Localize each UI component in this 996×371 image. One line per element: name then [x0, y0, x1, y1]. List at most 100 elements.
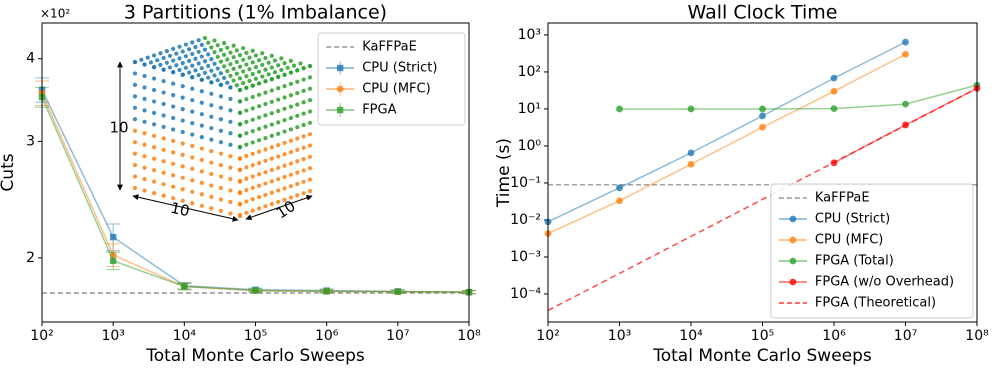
inset-point	[142, 85, 147, 90]
inset-point	[288, 104, 294, 109]
inset-point	[228, 165, 233, 170]
inset-point	[225, 68, 230, 74]
legend-label: FPGA (Total)	[815, 254, 894, 269]
data-point	[109, 257, 117, 264]
inset-point	[295, 90, 300, 96]
inset-point	[215, 66, 220, 71]
inset-point	[269, 156, 274, 161]
inset-point	[180, 129, 185, 135]
inset-point	[256, 58, 262, 63]
inset-point	[142, 108, 147, 113]
inset-point	[186, 47, 192, 52]
x-tick-label: 10²	[536, 328, 559, 344]
data-point	[830, 74, 838, 82]
inset-point	[218, 185, 224, 191]
inset-point	[177, 44, 182, 49]
inset-point	[180, 141, 185, 146]
inset-point	[250, 60, 255, 65]
inset-point	[282, 118, 287, 123]
inset-point	[177, 56, 182, 61]
inset-point	[244, 108, 249, 113]
inset-point	[244, 142, 249, 147]
inset-label: 10	[109, 119, 128, 137]
inset-point	[307, 97, 313, 103]
inset-point	[196, 61, 201, 66]
inset-point	[190, 75, 195, 80]
inset-point	[215, 54, 220, 60]
inset-point	[244, 187, 249, 193]
inset-point	[218, 117, 224, 122]
inset-point	[180, 95, 185, 100]
inset-point	[244, 119, 249, 125]
inset-point	[228, 73, 233, 78]
inset-point	[151, 87, 157, 93]
inset-point	[221, 64, 227, 69]
inset-point	[132, 71, 138, 76]
inset-point	[231, 78, 236, 83]
inset-point	[199, 66, 204, 71]
inset-point	[244, 176, 249, 181]
inset-point	[151, 156, 157, 161]
inset-point	[301, 179, 306, 184]
inset-point	[183, 54, 189, 59]
inset-point	[171, 115, 176, 121]
inset-point	[132, 128, 138, 133]
inset-point	[276, 154, 281, 159]
inset-point	[244, 131, 249, 136]
inset-point	[250, 140, 255, 145]
inset-point	[231, 43, 236, 48]
inset-point	[282, 140, 287, 146]
data-point	[616, 184, 623, 192]
inset-point	[171, 70, 176, 75]
inset-point	[288, 149, 294, 155]
legend-marker	[789, 236, 797, 244]
inset-point	[295, 170, 300, 175]
inset-point	[282, 72, 287, 77]
inset-point	[161, 67, 166, 72]
inset-point	[269, 179, 274, 184]
inset-point	[212, 50, 217, 55]
legend-marker	[789, 215, 797, 223]
inset-point	[161, 124, 166, 130]
y-tick-label: 10⁻¹	[510, 175, 541, 191]
inset-point	[301, 145, 306, 150]
inset-point	[291, 63, 297, 68]
inset-point	[171, 104, 176, 109]
x-tick-label: 10⁴	[173, 328, 197, 344]
inset-point	[250, 151, 255, 156]
y-axis-label: Time (s)	[494, 138, 514, 208]
inset-point	[218, 208, 224, 214]
inset-point	[256, 104, 262, 109]
data-point	[616, 197, 623, 205]
inset-point	[202, 35, 208, 41]
inset-point	[218, 105, 224, 110]
inset-point	[190, 132, 195, 137]
inset-point	[218, 162, 224, 168]
inset-point	[307, 86, 313, 91]
inset-point	[186, 70, 192, 75]
inset-point	[221, 52, 227, 57]
inset-point	[132, 105, 138, 110]
inset-point	[199, 54, 204, 59]
series-line	[547, 53, 906, 235]
inset-point	[301, 122, 306, 128]
inset-point	[148, 60, 154, 65]
inset-point	[237, 87, 243, 93]
inset-point	[301, 111, 306, 116]
inset-point	[269, 65, 274, 70]
inset-point	[199, 77, 204, 82]
chart-title: Wall Clock Time	[688, 2, 838, 24]
inset-point	[174, 51, 179, 56]
dimension-arrow	[245, 194, 313, 221]
inset-point	[288, 115, 294, 121]
inset-point	[231, 55, 236, 60]
legend-label: FPGA (Theoretical)	[815, 296, 936, 311]
inset-point	[244, 199, 249, 204]
data-point	[759, 105, 766, 113]
data-point	[902, 50, 909, 58]
inset-point	[225, 45, 230, 50]
inset-point	[151, 110, 157, 116]
inset-point	[228, 199, 233, 205]
inset-point	[132, 94, 138, 99]
